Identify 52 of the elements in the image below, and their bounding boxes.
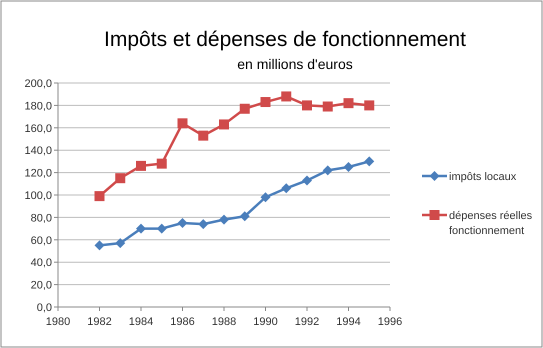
y-tick-label: 40,0 xyxy=(30,257,52,270)
point xyxy=(240,211,250,222)
point xyxy=(94,240,104,250)
point xyxy=(219,214,229,225)
x-tick-label: 1988 xyxy=(212,316,236,328)
x-tick-label: 1984 xyxy=(128,316,154,328)
point xyxy=(344,98,354,108)
y-tick-label: 120,0 xyxy=(24,168,52,180)
legend-label: dépenses réelles fonctionnement xyxy=(449,210,533,237)
point xyxy=(364,156,374,166)
point xyxy=(281,91,292,102)
x-tick-label: 1982 xyxy=(87,316,112,328)
y-tick-label: 100,0 xyxy=(24,190,52,202)
y-tick-label: 140,0 xyxy=(24,145,52,158)
point xyxy=(322,102,333,112)
point xyxy=(302,175,312,186)
point xyxy=(240,104,250,114)
point xyxy=(178,118,188,128)
point xyxy=(322,165,333,176)
point xyxy=(344,162,354,172)
x-tick-label: 1986 xyxy=(170,316,195,328)
point xyxy=(281,183,292,194)
point xyxy=(198,219,208,230)
point xyxy=(364,100,374,110)
chart-title: Impôts et dépenses de fonctionnement xyxy=(104,28,466,51)
x-tick-label: 1996 xyxy=(378,316,402,328)
x-tick-label: 1980 xyxy=(46,316,70,328)
point xyxy=(136,160,146,171)
point xyxy=(115,238,126,248)
x-tick-label: 1990 xyxy=(253,316,278,328)
point xyxy=(178,218,188,228)
point xyxy=(115,173,126,184)
y-tick-label: 0,0 xyxy=(36,302,52,314)
y-tick-label: 200,0 xyxy=(24,78,52,90)
point xyxy=(260,97,270,108)
point xyxy=(260,192,270,202)
x-tick-label: 1994 xyxy=(336,316,361,328)
y-tick-label: 20,0 xyxy=(30,280,52,292)
y-tick-label: 160,0 xyxy=(24,122,52,135)
point xyxy=(136,224,146,234)
y-tick-label: 80,0 xyxy=(30,212,52,224)
point xyxy=(156,224,167,234)
chart-subtitle: en millions d'euros xyxy=(237,56,353,72)
point xyxy=(94,191,104,202)
legend-label: impôts locaux xyxy=(449,171,517,183)
y-tick-label: 60,0 xyxy=(30,234,52,247)
y-tick-label: 180,0 xyxy=(24,100,52,112)
point xyxy=(156,158,167,169)
x-tick-label: 1992 xyxy=(294,316,320,328)
point xyxy=(219,119,229,130)
point xyxy=(198,130,208,141)
point xyxy=(302,100,312,110)
